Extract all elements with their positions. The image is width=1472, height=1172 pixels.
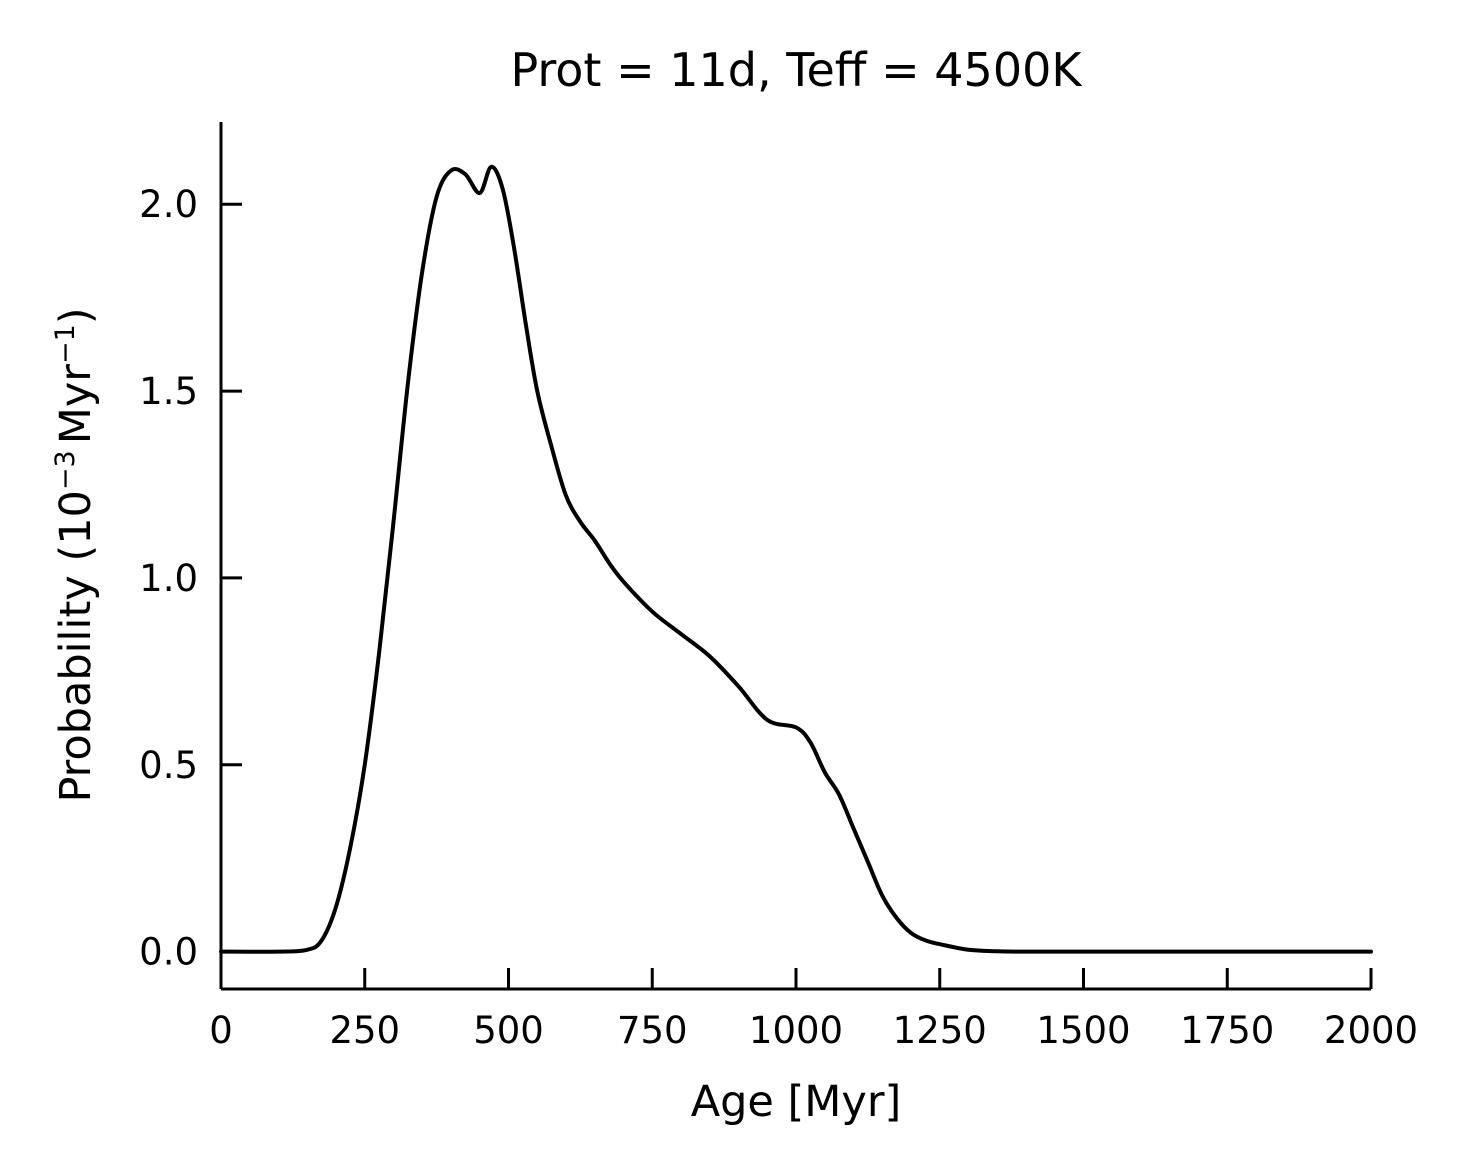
y-axis-label: Probability (10−3 Myr−1) <box>50 307 101 802</box>
x-tick-label: 250 <box>329 1009 400 1052</box>
y-tick-label: 1.0 <box>139 557 198 600</box>
probability-curve <box>219 164 1373 954</box>
x-tick-label: 1000 <box>749 1009 843 1052</box>
x-ticks: 0 250 500 750 1000 1250 1500 1750 2000 <box>209 968 1418 1052</box>
y-axis-label-exponent-2: −1 <box>50 324 81 364</box>
x-tick-label: 2000 <box>1324 1009 1418 1052</box>
x-tick-label: 1250 <box>893 1009 987 1052</box>
x-tick-label: 1500 <box>1036 1009 1130 1052</box>
y-axis-label-suffix: ) <box>51 307 101 324</box>
x-axis-label: Age [Myr] <box>691 1077 902 1127</box>
chart-title: Prot = 11d, Teff = 4500K <box>510 43 1083 97</box>
x-tick-label: 750 <box>617 1009 688 1052</box>
y-tick-label: 0.5 <box>139 744 198 787</box>
y-tick-label: 2.0 <box>139 183 198 226</box>
plot-area: 0 250 500 750 1000 1250 1500 1750 2000 0.0 0.5 1.0… <box>139 122 1418 1052</box>
y-tick-label: 1.5 <box>139 370 198 413</box>
y-ticks: 0.0 0.5 1.0 1.5 2.0 <box>139 183 242 974</box>
x-tick-label: 500 <box>473 1009 544 1052</box>
y-axis-label-prefix: Probability (10 <box>51 490 101 802</box>
x-tick-label: 1750 <box>1180 1009 1274 1052</box>
x-tick-label: 0 <box>209 1009 233 1052</box>
y-tick-label: 0.0 <box>139 931 198 974</box>
y-axis-label-exponent-1: −3 <box>50 450 81 490</box>
y-axis-label-middle: Myr <box>51 364 101 445</box>
